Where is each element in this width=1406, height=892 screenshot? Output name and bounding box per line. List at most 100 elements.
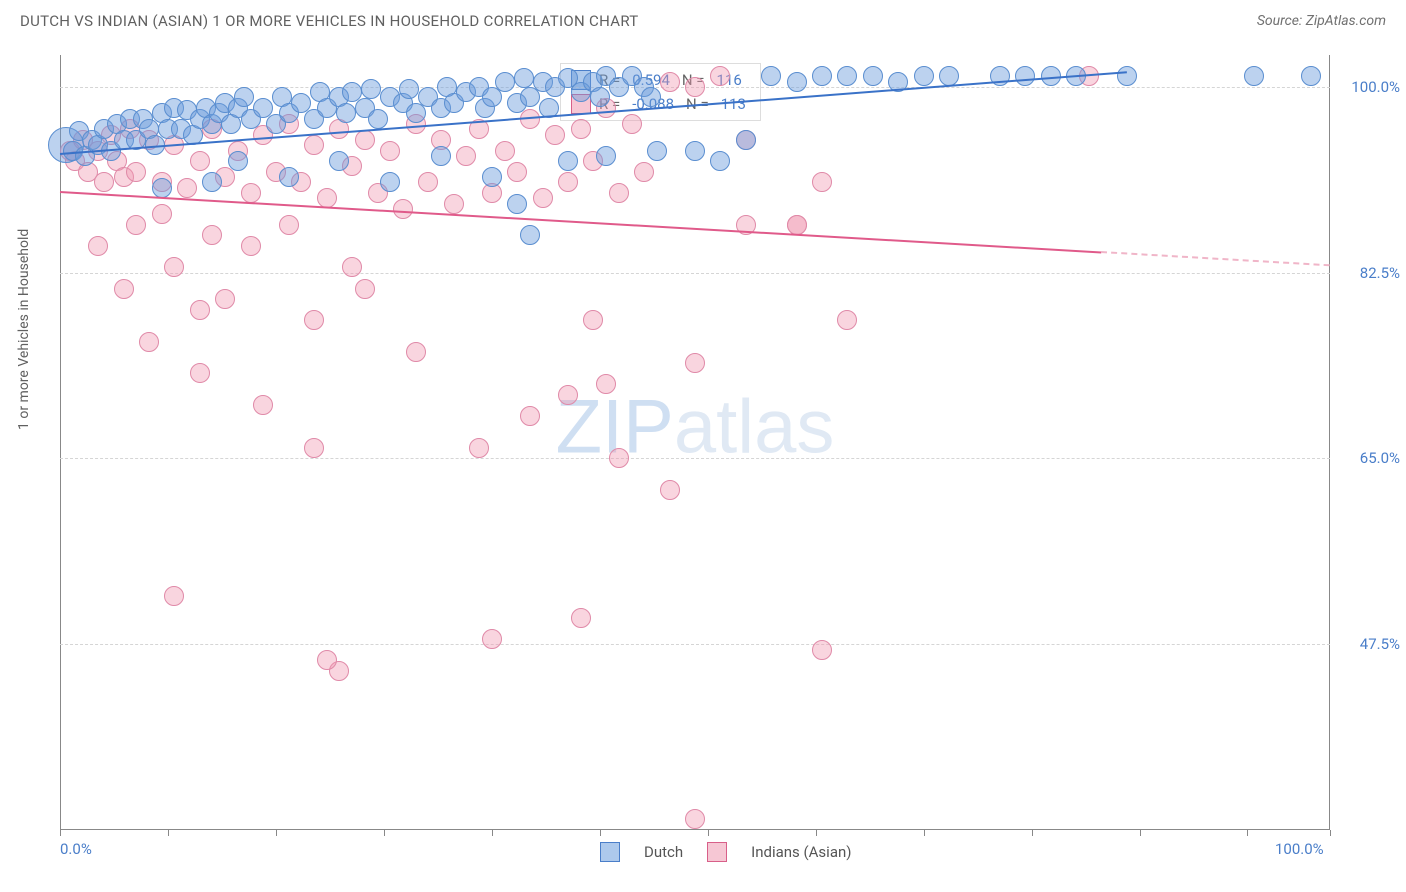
data-point <box>336 103 356 123</box>
data-point <box>1117 66 1137 86</box>
data-point <box>190 363 210 383</box>
data-point <box>837 310 857 330</box>
data-point <box>444 194 464 214</box>
x-tick <box>600 830 601 836</box>
chart-title: DUTCH VS INDIAN (ASIAN) 1 OR MORE VEHICL… <box>20 12 639 30</box>
data-point <box>279 215 299 235</box>
data-point <box>583 310 603 330</box>
x-tick <box>384 830 385 836</box>
data-point <box>685 353 705 373</box>
x-tick <box>1247 830 1248 836</box>
chart-header: DUTCH VS INDIAN (ASIAN) 1 OR MORE VEHICL… <box>0 0 1406 38</box>
data-point <box>495 72 515 92</box>
data-point <box>812 172 832 192</box>
data-point <box>710 66 730 86</box>
data-point <box>406 342 426 362</box>
data-point <box>482 167 502 187</box>
y-axis-right-line <box>1329 55 1330 830</box>
data-point <box>342 257 362 277</box>
data-point <box>685 77 705 97</box>
x-tick <box>924 830 925 836</box>
data-point <box>202 172 222 192</box>
data-point <box>304 438 324 458</box>
data-point <box>761 66 781 86</box>
data-point <box>507 162 527 182</box>
data-point <box>114 279 134 299</box>
y-tick-label: 65.0% <box>1360 449 1400 467</box>
data-point <box>228 151 248 171</box>
y-tick-label: 100.0% <box>1351 78 1400 96</box>
x-tick <box>60 830 61 836</box>
data-point <box>558 172 578 192</box>
x-tick <box>168 830 169 836</box>
x-tick <box>1330 830 1331 836</box>
data-point <box>380 172 400 192</box>
data-point <box>939 66 959 86</box>
data-point <box>279 167 299 187</box>
data-point <box>685 141 705 161</box>
data-point <box>368 109 388 129</box>
data-point <box>304 310 324 330</box>
x-tick-label: 0.0% <box>60 840 92 858</box>
data-point <box>380 141 400 161</box>
data-point <box>406 103 426 123</box>
data-point <box>590 87 610 107</box>
data-point <box>812 640 832 660</box>
data-point <box>355 279 375 299</box>
data-point <box>482 629 502 649</box>
data-point <box>507 194 527 214</box>
data-point <box>164 586 184 606</box>
data-point <box>710 151 730 171</box>
data-point <box>545 125 565 145</box>
data-point <box>558 151 578 171</box>
data-point <box>1015 66 1035 86</box>
data-point <box>596 146 616 166</box>
x-tick <box>492 830 493 836</box>
data-point <box>609 448 629 468</box>
data-point <box>520 87 540 107</box>
y-tick-label: 47.5% <box>1360 635 1400 653</box>
legend-label-dutch: Dutch <box>644 843 683 861</box>
data-point <box>647 141 667 161</box>
data-point <box>609 183 629 203</box>
data-point <box>660 480 680 500</box>
x-tick <box>816 830 817 836</box>
data-point <box>152 204 172 224</box>
data-point <box>533 188 553 208</box>
data-point <box>399 79 419 99</box>
data-point <box>469 438 489 458</box>
data-point <box>622 114 642 134</box>
data-point <box>431 146 451 166</box>
data-point <box>660 72 680 92</box>
x-tick <box>1032 830 1033 836</box>
data-point <box>241 236 261 256</box>
chart-plot-area: ZIPatlas R = 0.594 N = 116 R = -0.088 N … <box>60 55 1330 830</box>
x-tick-label: 100.0% <box>1275 840 1324 858</box>
data-point <box>317 650 337 670</box>
x-tick <box>1140 830 1141 836</box>
data-point <box>190 300 210 320</box>
data-point <box>418 172 438 192</box>
swatch-indian-bottom <box>707 842 727 862</box>
data-point <box>1301 66 1321 86</box>
data-point <box>361 79 381 99</box>
data-point <box>304 135 324 155</box>
gridline <box>60 644 1330 645</box>
data-point <box>241 183 261 203</box>
x-tick <box>276 830 277 836</box>
data-point <box>456 146 476 166</box>
data-point <box>202 225 222 245</box>
data-point <box>571 608 591 628</box>
data-point <box>253 395 273 415</box>
data-point <box>139 332 159 352</box>
data-point <box>126 215 146 235</box>
data-point <box>634 162 654 182</box>
y-axis-left-line <box>60 55 61 830</box>
source-attribution: Source: ZipAtlas.com <box>1257 13 1386 29</box>
data-point <box>558 385 578 405</box>
data-point <box>234 87 254 107</box>
data-point <box>787 72 807 92</box>
y-tick-label: 82.5% <box>1360 264 1400 282</box>
data-point <box>685 809 705 829</box>
data-point <box>514 68 534 88</box>
